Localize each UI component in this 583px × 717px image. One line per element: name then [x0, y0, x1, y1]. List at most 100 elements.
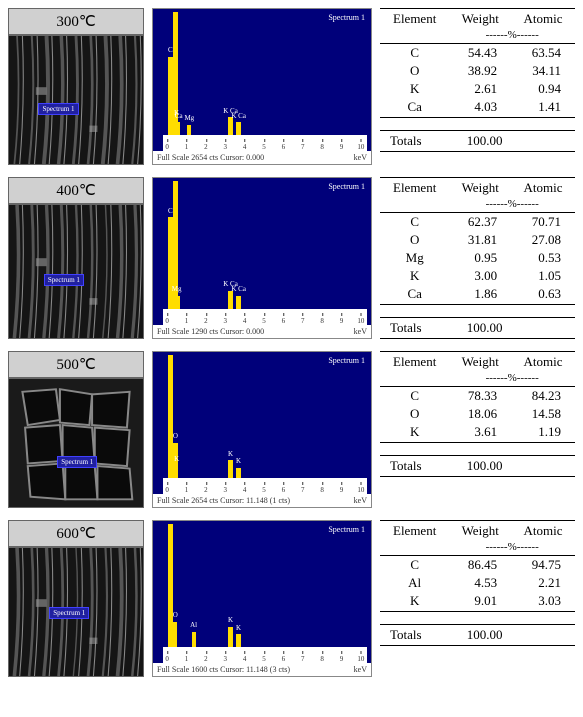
axis-tick: 6 [282, 655, 286, 663]
axis-tick: 3 [223, 317, 227, 325]
axis-tick: 10 [357, 655, 364, 663]
eds-peak-label: K [236, 457, 241, 465]
eds-peak-label: O [173, 170, 178, 178]
table-row: K 2.61 0.94 [380, 80, 575, 98]
eds-peak [236, 468, 240, 478]
pct-label: ------%------ [449, 372, 575, 387]
weight-cell: 18.06 [449, 405, 511, 423]
weight-cell: 0.95 [449, 249, 511, 267]
axis-tick: 0 [165, 317, 169, 325]
weight-cell: 86.45 [449, 556, 511, 575]
totals-label: Totals [380, 456, 443, 477]
sem-column: 500℃ Spectrum 1 [8, 351, 144, 508]
axis-tick: 6 [282, 317, 286, 325]
table-row: C 62.37 70.71 [380, 213, 575, 232]
sem-image: Spectrum 1 [8, 204, 144, 339]
table-row: K 3.61 1.19 [380, 423, 575, 443]
axis-tick: 2 [204, 486, 208, 494]
eds-column: Spectrum 1COMgK CaK Ca012345678910Full S… [152, 177, 372, 339]
axis-tick: 1 [185, 486, 189, 494]
table-header: Weight [449, 352, 511, 373]
element-cell: Ca [380, 285, 449, 305]
axis-tick: 6 [282, 486, 286, 494]
table-header: Weight [449, 521, 511, 542]
eds-peak [228, 627, 232, 647]
eds-peak [236, 634, 240, 647]
atomic-cell: 0.53 [511, 249, 575, 267]
sem-image: Spectrum 1 [8, 35, 144, 165]
sem-image: Spectrum 1 [8, 547, 144, 677]
eds-footer-left: Full Scale 1600 cts Cursor: 11.148 (3 ct… [157, 665, 290, 674]
table-row: O 31.81 27.08 [380, 231, 575, 249]
eds-peak [236, 296, 240, 309]
element-cell: Mg [380, 249, 449, 267]
weight-cell: 3.00 [449, 267, 511, 285]
eds-peak [177, 296, 180, 309]
composition-table-column: ElementWeightAtomic------%------ C 62.37… [380, 177, 575, 339]
element-cell: C [380, 387, 449, 406]
axis-tick: 10 [357, 143, 364, 151]
table-header: Atomic [511, 352, 575, 373]
pct-label: ------%------ [449, 29, 575, 44]
eds-footer: Full Scale 2654 cts Cursor: 0.000 keV [153, 151, 371, 164]
eds-footer-left: Full Scale 2654 cts Cursor: 0.000 [157, 153, 264, 162]
temperature-label: 600℃ [8, 520, 144, 547]
eds-axis: 012345678910 [163, 478, 367, 494]
atomic-cell: 84.23 [511, 387, 575, 406]
axis-tick: 8 [320, 486, 324, 494]
composition-table: ElementWeightAtomic------%------ C 54.43… [380, 8, 575, 118]
atomic-cell: 1.41 [511, 98, 575, 118]
temperature-label: 500℃ [8, 351, 144, 378]
data-row: 400℃ Spectrum 1Spectrum 1COMgK CaK Ca012… [8, 177, 575, 339]
axis-tick: 10 [357, 317, 364, 325]
eds-peak [177, 122, 180, 135]
eds-chart: Spectrum 1COKKK012345678910 [153, 352, 371, 494]
eds-peak [187, 125, 191, 135]
eds-peak-label: C [168, 513, 173, 521]
totals-table: Totals 100.00 [380, 130, 575, 152]
sem-column: 300℃ Spectrum 1 [8, 8, 144, 165]
eds-peak [173, 622, 177, 647]
sem-image: Spectrum 1 [8, 378, 144, 508]
atomic-cell: 27.08 [511, 231, 575, 249]
table-row: K 9.01 3.03 [380, 592, 575, 612]
atomic-cell: 70.71 [511, 213, 575, 232]
data-row: 500℃ Spectrum 1Spectrum 1COKKK0123456789… [8, 351, 575, 508]
element-cell: O [380, 405, 449, 423]
eds-peak-label: K [228, 450, 233, 458]
totals-row: Totals 100.00 [380, 131, 575, 152]
axis-tick: 8 [320, 655, 324, 663]
weight-cell: 2.61 [449, 80, 511, 98]
eds-peak-label: Ca [175, 112, 183, 120]
element-cell: O [380, 62, 449, 80]
axis-tick: 7 [301, 655, 305, 663]
table-row: O 38.92 34.11 [380, 62, 575, 80]
table-header: Element [380, 178, 449, 199]
composition-table-column: ElementWeightAtomic------%------ C 78.33… [380, 351, 575, 508]
totals-table: Totals 100.00 [380, 317, 575, 339]
eds-peak-label: C [168, 344, 173, 352]
atomic-cell: 2.21 [511, 574, 575, 592]
atomic-cell: 1.19 [511, 423, 575, 443]
eds-footer-right: keV [354, 327, 367, 336]
atomic-cell: 1.05 [511, 267, 575, 285]
eds-footer: Full Scale 2654 cts Cursor: 11.148 (1 ct… [153, 494, 371, 507]
axis-tick: 2 [204, 317, 208, 325]
axis-tick: 5 [262, 486, 266, 494]
element-cell: Al [380, 574, 449, 592]
eds-chart: Spectrum 1COAlKK012345678910 [153, 521, 371, 663]
table-header: Atomic [511, 178, 575, 199]
eds-footer-right: keV [354, 153, 367, 162]
table-header: Element [380, 521, 449, 542]
table-header: Atomic [511, 9, 575, 30]
element-cell: K [380, 80, 449, 98]
element-cell: C [380, 556, 449, 575]
atomic-cell: 0.63 [511, 285, 575, 305]
eds-peaks: COKKK [163, 352, 367, 478]
sem-column: 400℃ Spectrum 1 [8, 177, 144, 339]
data-row: 300℃ Spectrum 1Spectrum 1COKCaMgK CaK Ca… [8, 8, 575, 165]
temperature-label: 300℃ [8, 8, 144, 35]
eds-axis: 012345678910 [163, 135, 367, 151]
composition-table-column: ElementWeightAtomic------%------ C 54.43… [380, 8, 575, 165]
atomic-cell: 34.11 [511, 62, 575, 80]
